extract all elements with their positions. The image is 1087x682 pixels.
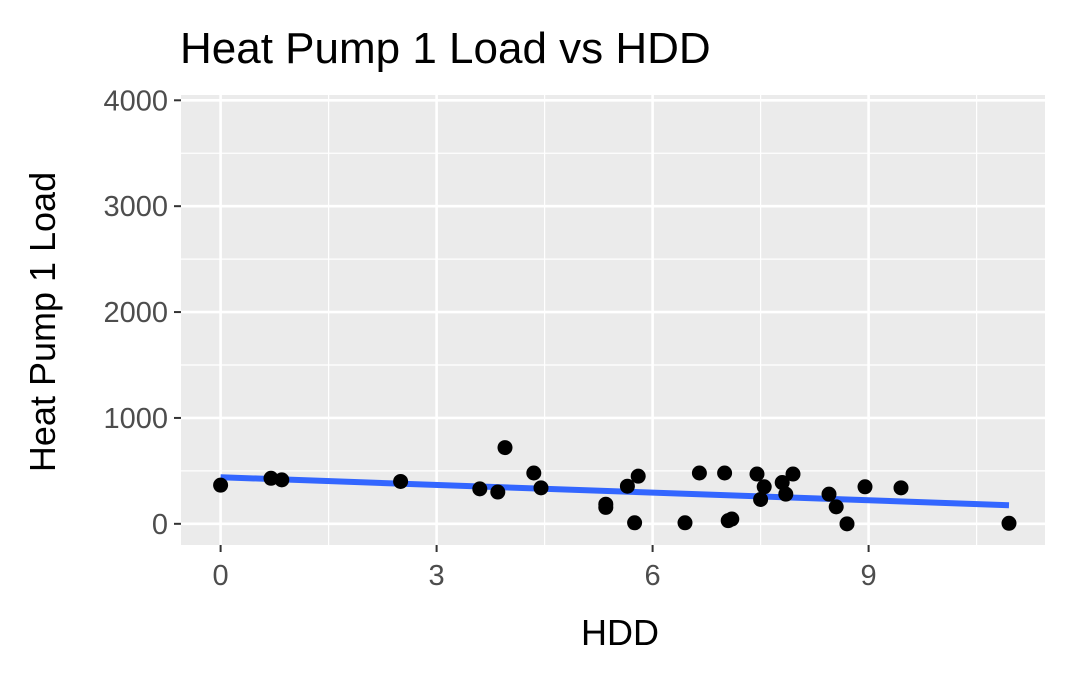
data-point: [778, 486, 794, 502]
data-point: [490, 484, 506, 500]
trend-line: [220, 474, 1010, 509]
data-point: [857, 479, 873, 495]
data-point: [213, 477, 229, 493]
data-point: [630, 468, 646, 484]
x-axis-title: HDD: [581, 612, 659, 653]
plot-panel: [181, 95, 1045, 545]
data-point: [828, 499, 844, 515]
data-point: [274, 472, 290, 488]
data-point: [774, 475, 790, 491]
data-points: [213, 440, 1017, 532]
data-point: [839, 516, 855, 532]
y-axis-title: Heat Pump 1 Load: [22, 172, 63, 472]
y-axis: 0 1000 2000 3000 4000: [103, 85, 181, 541]
data-point: [1001, 515, 1017, 531]
minor-gridlines: [181, 95, 1045, 545]
x-tick-label: 3: [429, 560, 445, 592]
data-point: [526, 465, 542, 481]
data-point: [598, 499, 614, 515]
data-point: [893, 480, 909, 496]
data-point: [756, 479, 772, 495]
x-axis: 0 3 6 9: [213, 545, 877, 592]
y-tick-label: 4000: [103, 85, 168, 117]
data-point: [393, 473, 409, 489]
data-point: [717, 465, 733, 481]
data-point: [627, 515, 643, 531]
y-tick-label: 2000: [103, 297, 168, 329]
x-tick-label: 9: [861, 560, 877, 592]
data-point: [472, 481, 488, 497]
major-gridlines: [181, 95, 1045, 545]
data-point: [724, 511, 740, 527]
y-tick-label: 0: [152, 509, 168, 541]
data-point: [497, 440, 513, 456]
data-point: [785, 466, 801, 482]
data-point: [749, 466, 765, 482]
data-point: [691, 465, 707, 481]
data-point: [677, 515, 693, 531]
x-tick-label: 0: [213, 560, 229, 592]
y-tick-label: 1000: [103, 403, 168, 435]
data-point: [821, 486, 837, 502]
x-tick-label: 6: [645, 560, 661, 592]
data-point: [619, 478, 635, 494]
trend-line-layer: [220, 474, 1010, 509]
y-tick-label: 3000: [103, 191, 168, 223]
chart-title: Heat Pump 1 Load vs HDD: [180, 24, 711, 73]
data-point: [753, 491, 769, 507]
data-point: [533, 480, 549, 496]
